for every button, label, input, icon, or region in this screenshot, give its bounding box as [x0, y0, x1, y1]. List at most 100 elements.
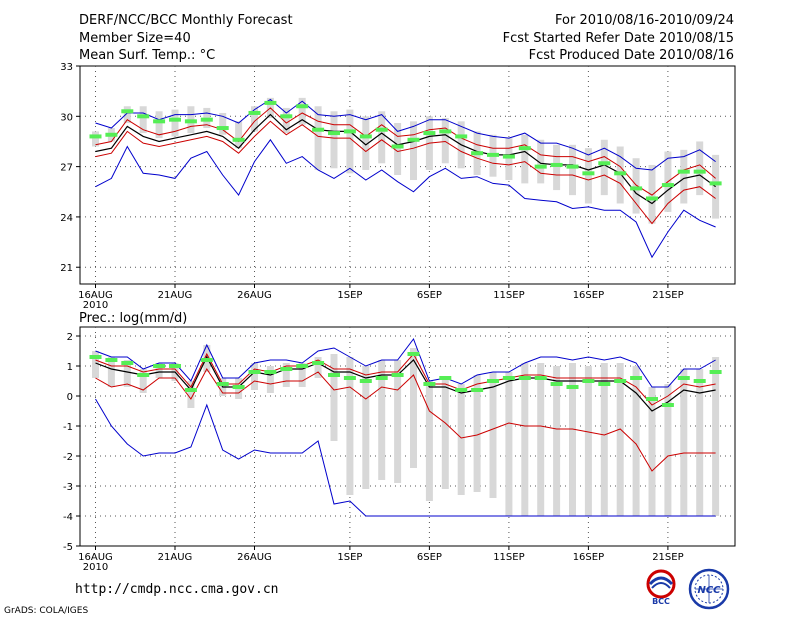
- observation-marker: [661, 183, 674, 188]
- y-tick-label: -3: [63, 482, 73, 493]
- spread-box: [330, 111, 338, 169]
- x-tick-label: 16AUG: [78, 290, 113, 301]
- observation-marker: [184, 119, 197, 124]
- x-year-label: 2010: [83, 562, 108, 573]
- ncc-logo-text: NCC: [697, 585, 721, 596]
- x-tick-label: 21SEP: [652, 552, 683, 563]
- x-tick-label: 6SEP: [417, 290, 442, 301]
- spread-box: [394, 360, 402, 483]
- spread-box: [521, 134, 529, 184]
- spread-line-upper: [95, 107, 716, 196]
- observation-marker: [693, 169, 706, 174]
- observation-marker: [598, 161, 611, 166]
- observation-marker: [423, 131, 436, 136]
- observation-marker: [550, 382, 563, 386]
- spread-box: [282, 107, 290, 134]
- panel-title: Prec.: log(mm/d): [79, 311, 187, 326]
- observation-marker: [200, 117, 213, 122]
- observation-marker: [407, 352, 420, 356]
- observation-marker: [169, 364, 181, 368]
- spread-box: [410, 121, 417, 181]
- spread-box: [251, 106, 258, 132]
- spread-box: [346, 357, 354, 495]
- spread-box: [139, 369, 147, 393]
- spread-box: [155, 111, 163, 139]
- y-tick-label: -2: [63, 452, 73, 463]
- spread-box: [696, 141, 704, 196]
- produced-date: Fcst Produced Date 2010/08/16: [528, 48, 734, 63]
- spread-box: [171, 109, 179, 137]
- ncc-logo: NCC: [688, 568, 730, 610]
- spread-box: [521, 363, 529, 516]
- observation-marker: [121, 361, 134, 365]
- observation-marker: [105, 132, 118, 137]
- envelope-line-upper: [95, 98, 716, 171]
- spread-box: [314, 357, 322, 378]
- spread-box: [584, 366, 592, 516]
- observation-marker: [502, 154, 515, 159]
- observation-marker: [487, 152, 499, 157]
- observation-marker: [471, 151, 484, 156]
- x-tick-label: 11SEP: [493, 290, 524, 301]
- observation-marker: [407, 137, 420, 142]
- observation-marker: [693, 379, 706, 383]
- spread-box: [251, 363, 258, 390]
- bcc-logo: BCC: [646, 569, 676, 606]
- observation-marker: [359, 134, 372, 139]
- observation-marker: [661, 403, 674, 407]
- observation-marker: [646, 196, 658, 201]
- started-date: Fcst Started Refer Date 2010/08/15: [502, 31, 734, 46]
- spread-box: [696, 369, 704, 516]
- observation-marker: [630, 376, 643, 380]
- x-tick-label: 21AUG: [158, 552, 193, 563]
- bcc-logo-text: BCC: [652, 597, 670, 606]
- spread-box: [378, 111, 386, 164]
- observation-marker: [153, 364, 166, 368]
- observation-marker: [518, 376, 531, 380]
- spread-box: [425, 381, 433, 501]
- y-tick-label: 24: [60, 213, 73, 224]
- ensemble-mean-line: [95, 355, 716, 412]
- x-tick-label: 21SEP: [652, 290, 683, 301]
- spread-box: [600, 139, 608, 196]
- observation-marker: [343, 129, 356, 134]
- observation-marker: [248, 370, 261, 374]
- spread-box: [584, 148, 592, 204]
- observation-marker: [312, 127, 325, 132]
- observation-marker: [153, 119, 166, 124]
- spread-box: [712, 154, 720, 219]
- observation-marker: [582, 171, 595, 176]
- source-url[interactable]: http://cmdp.ncc.cma.gov.cn: [75, 582, 279, 597]
- y-tick-label: 33: [60, 62, 73, 73]
- observation-marker: [534, 376, 547, 380]
- spread-box: [139, 106, 147, 134]
- grads-credit: GrADS: COLA/IGES: [4, 606, 89, 616]
- observation-marker: [502, 376, 515, 380]
- observation-marker: [121, 109, 134, 114]
- spread-box: [664, 384, 672, 516]
- observation-marker: [439, 376, 452, 380]
- observation-marker: [709, 370, 722, 374]
- observation-marker: [216, 382, 229, 386]
- observation-marker: [232, 137, 245, 142]
- spread-box: [266, 366, 274, 393]
- spread-box: [123, 106, 131, 124]
- y-tick-label: -5: [63, 542, 73, 553]
- spread-box: [410, 348, 417, 468]
- observation-marker: [471, 388, 484, 392]
- variable-label: Mean Surf. Temp.: °C: [79, 48, 216, 63]
- spread-box: [394, 123, 402, 175]
- envelope-line-lower: [95, 398, 716, 517]
- spread-box: [330, 354, 338, 441]
- spread-box: [648, 387, 656, 516]
- spread-box: [346, 109, 354, 174]
- spread-box: [680, 149, 688, 204]
- chart-panel-1: 21 24 27 30 33 16AUG 21AUG 26AUG 1SEP 6SEP 11SEP 16…: [60, 62, 736, 311]
- spread-box: [282, 363, 290, 387]
- spread-box: [616, 363, 624, 516]
- x-tick-label: 26AUG: [237, 290, 272, 301]
- chart-title: DERF/NCC/BCC Monthly Forecast: [79, 13, 293, 28]
- x-tick-label: 16AUG: [78, 552, 113, 563]
- spread-box: [107, 357, 115, 387]
- observation-marker: [709, 181, 722, 186]
